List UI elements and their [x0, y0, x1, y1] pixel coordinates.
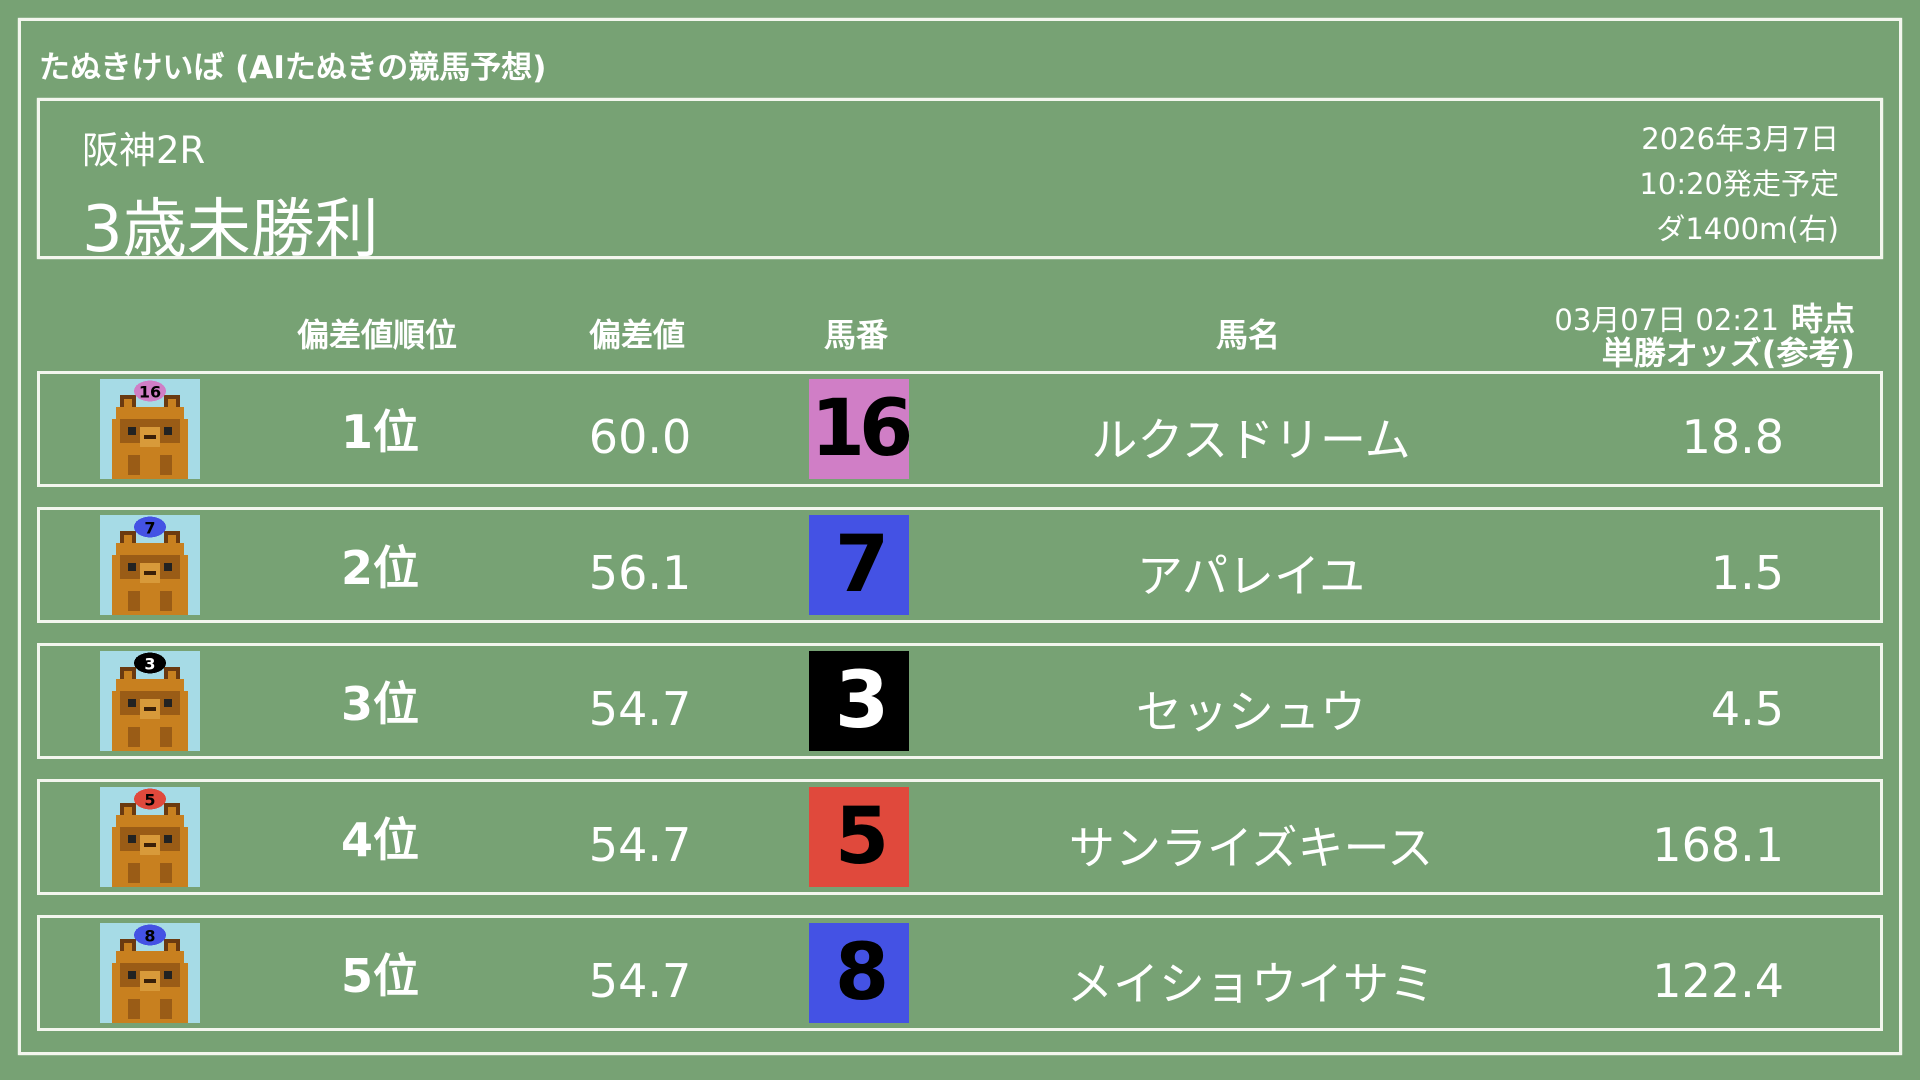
- odds-value: 4.5: [1710, 682, 1784, 736]
- rank-value: 5位: [341, 949, 420, 1003]
- tanuki-icon: 5: [100, 787, 200, 887]
- table-row: 16 1位 60.0 16 ルクスドリーム 18.8: [37, 371, 1883, 487]
- tanuki-icon: 7: [100, 515, 200, 615]
- tanuki-icon: 8: [100, 923, 200, 1023]
- rank-value: 1位: [341, 405, 420, 459]
- race-date: 2026年3月7日: [1641, 122, 1839, 156]
- table-row: 7 2位 56.1 7 アパレイユ 1.5: [37, 507, 1883, 623]
- score-value: 60.0: [588, 410, 692, 464]
- rank-value: 4位: [341, 813, 420, 867]
- race-course: ダ1400m(右): [1656, 212, 1839, 246]
- table-row: 3 3位 54.7 3 セッシュウ 4.5: [37, 643, 1883, 759]
- horse-name: セッシュウ: [1136, 685, 1366, 739]
- horse-name: サンライズキース: [1068, 821, 1434, 875]
- horse-number-badge: 3: [809, 651, 909, 751]
- odds-value: 168.1: [1652, 818, 1784, 872]
- svg-text:5: 5: [144, 790, 155, 809]
- odds-value: 18.8: [1681, 410, 1784, 464]
- svg-text:16: 16: [139, 382, 161, 401]
- rank-value: 3位: [341, 677, 420, 731]
- odds-timestamp: 03月07日 02:21 時点: [1554, 294, 1855, 340]
- horse-name: アパレイユ: [1136, 549, 1366, 603]
- odds-value: 1.5: [1710, 546, 1784, 600]
- svg-text:7: 7: [144, 518, 155, 537]
- table-row: 8 5位 54.7 8 メイショウイサミ 122.4: [37, 915, 1883, 1031]
- horse-number-badge: 8: [809, 923, 909, 1023]
- outer-frame: [18, 18, 1902, 1055]
- score-value: 54.7: [588, 682, 692, 736]
- odds-value: 122.4: [1652, 954, 1784, 1008]
- column-header-rank: 偏差値順位: [296, 316, 458, 354]
- tanuki-icon: 16: [100, 379, 200, 479]
- svg-text:8: 8: [144, 926, 155, 945]
- score-value: 54.7: [588, 954, 692, 1008]
- column-header-horse: 馬名: [1215, 316, 1281, 354]
- race-name: 3歳未勝利: [82, 193, 379, 267]
- score-value: 54.7: [588, 818, 692, 872]
- horse-name: ルクスドリーム: [1091, 413, 1411, 467]
- svg-text:3: 3: [144, 654, 155, 673]
- column-header-odds: 単勝オッズ(参考): [1601, 334, 1855, 372]
- odds-timestamp-suffix: 時点: [1790, 300, 1855, 338]
- table-row: 5 4位 54.7 5 サンライズキース 168.1: [37, 779, 1883, 895]
- race-start-time: 10:20発走予定: [1639, 167, 1839, 201]
- horse-number-badge: 7: [809, 515, 909, 615]
- race-header-box: [37, 98, 1883, 259]
- horse-number-badge: 16: [809, 379, 913, 479]
- horse-number-badge: 5: [809, 787, 909, 887]
- column-header-number: 馬番: [823, 316, 889, 354]
- race-venue-round: 阪神2R: [82, 129, 206, 172]
- site-title: たぬきけいば (AIたぬきの競馬予想): [39, 50, 547, 86]
- rank-value: 2位: [341, 541, 420, 595]
- odds-timestamp-value: 03月07日 02:21: [1554, 303, 1779, 337]
- score-value: 56.1: [588, 546, 692, 600]
- horse-name: メイショウイサミ: [1067, 957, 1435, 1011]
- column-header-score: 偏差値: [588, 316, 686, 354]
- tanuki-icon: 3: [100, 651, 200, 751]
